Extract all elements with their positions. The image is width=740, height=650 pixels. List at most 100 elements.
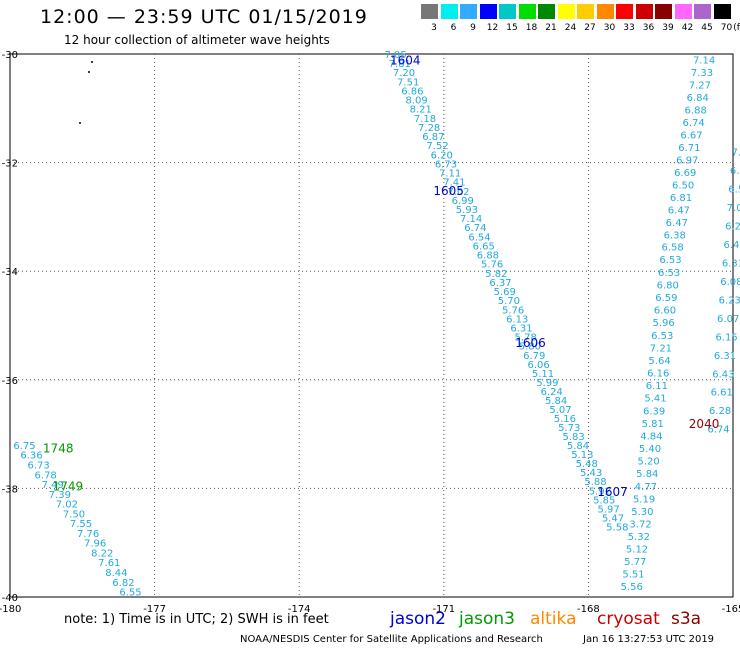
wave-height-value: 6.84 xyxy=(687,93,709,104)
wave-height-value: 6.31 xyxy=(714,351,736,362)
wave-height-value: 5.70 xyxy=(498,296,520,307)
track-pass-label: 1605 xyxy=(433,184,464,198)
legend-label: 36 xyxy=(642,23,655,33)
legend-swatch xyxy=(440,4,458,19)
wave-height-value: 5.78 xyxy=(515,333,537,344)
wave-height-value: 5.93 xyxy=(456,205,478,216)
wave-height-value: 7.55 xyxy=(70,519,92,530)
track-pass-label: 1607 xyxy=(597,485,628,499)
wave-height-value: 6.86 xyxy=(401,86,423,97)
x-tick-label: -165 xyxy=(722,604,740,615)
legend-swatch xyxy=(479,4,497,19)
legend-swatch xyxy=(596,4,614,19)
wave-height-value: 6.82 xyxy=(112,578,134,589)
wave-height-value: 7.39 xyxy=(49,490,71,501)
legend-swatch xyxy=(499,4,516,19)
wave-height-value: 5.11 xyxy=(532,369,554,380)
satellite-jason2-label: jason2 xyxy=(390,609,446,629)
wave-height-value: 5.92 xyxy=(589,486,611,497)
satellite-altika-label: altika xyxy=(530,609,577,629)
legend-swatch xyxy=(713,4,731,19)
y-tick-label: -30 xyxy=(2,50,18,61)
wave-height-value: 7.20 xyxy=(393,68,415,79)
legend-label: 42 xyxy=(681,23,694,33)
legend-swatch xyxy=(655,4,672,19)
legend-label: 30 xyxy=(603,23,616,33)
legend-label: 39 xyxy=(662,23,674,33)
wave-height-value: 6.37 xyxy=(489,278,511,289)
wave-height-value: 6.74 xyxy=(682,118,704,129)
wave-height-value: 6.07 xyxy=(717,314,739,325)
island-marker xyxy=(88,71,90,73)
y-tick-label: -40 xyxy=(2,593,18,604)
wave-height-value: 6.38 xyxy=(664,230,686,241)
wave-height-value: 6.88 xyxy=(685,105,707,116)
wave-height-value: 5.76 xyxy=(502,305,524,316)
wave-height-value: 5.82 xyxy=(485,269,507,280)
wave-height-value: 3.72 xyxy=(629,519,651,530)
y-tick-label: -38 xyxy=(2,484,18,495)
legend-swatch xyxy=(538,4,555,19)
legend-swatch xyxy=(674,4,692,19)
wave-height-value: 6.65 xyxy=(473,241,495,252)
wave-height-value: 5.69 xyxy=(494,287,516,298)
wave-height-value: 6.53 xyxy=(651,331,673,342)
legend-label: 12 xyxy=(486,23,499,33)
map-title: 12:00 — 23:59 UTC 01/15/2019 xyxy=(40,6,368,28)
legend-label: 18 xyxy=(525,23,538,33)
y-tick-label: -34 xyxy=(2,267,18,278)
wave-height-value: 7.49 xyxy=(42,480,64,491)
wave-height-value: 5.13 xyxy=(571,450,593,461)
legend-label: 24 xyxy=(564,23,577,33)
legend-label: 27 xyxy=(584,23,596,33)
wave-height-value: 5.73 xyxy=(558,423,580,434)
legend-label: 45 xyxy=(701,23,713,33)
legend-unit-label: (ft) xyxy=(733,23,740,33)
wave-height-value: 6.23 xyxy=(719,295,740,306)
wave-height-value: 5.48 xyxy=(576,459,598,470)
wave-height-value: 4.84 xyxy=(640,431,662,442)
x-tick-label: -180 xyxy=(0,604,21,615)
wave-height-value: 6.47 xyxy=(668,205,690,216)
wave-height-value: 6.20 xyxy=(431,150,453,161)
wave-height-value: 6.55 xyxy=(119,588,141,599)
track-pass-label: 1606 xyxy=(515,336,546,350)
wave-height-value: 6.78 xyxy=(35,470,57,481)
wave-height-value: 6.60 xyxy=(654,306,676,317)
wave-height-value: 7.11 xyxy=(439,169,461,180)
wave-height-value: 7.76 xyxy=(77,529,99,540)
x-tick-label: -171 xyxy=(432,604,455,615)
wave-height-value: 5.83 xyxy=(562,432,584,443)
wave-height-value: 7.00 xyxy=(732,148,740,159)
wave-height-value: 6.06 xyxy=(527,360,549,371)
wave-height-value: 6.31 xyxy=(722,259,740,270)
wave-height-value: 6.79 xyxy=(523,351,545,362)
wave-height-value: 5.56 xyxy=(621,582,643,593)
wave-height-value: 6.36 xyxy=(20,451,42,462)
wave-height-value: 7.52 xyxy=(426,141,448,152)
wave-height-value: 5.30 xyxy=(631,507,653,518)
wave-height-value: 7.02 xyxy=(447,187,469,198)
wave-height-value: 6.15 xyxy=(715,332,737,343)
wave-height-value: 5.64 xyxy=(648,356,670,367)
wave-height-value: 4.77 xyxy=(635,482,657,493)
wave-height-value: 6.47 xyxy=(723,240,740,251)
wave-height-value: 6.73 xyxy=(27,461,49,472)
wave-height-value: 6.74 xyxy=(707,425,729,436)
wave-height-value: 7.33 xyxy=(691,68,713,79)
wave-height-value: 6.11 xyxy=(646,381,668,392)
wave-height-value: 5.97 xyxy=(597,504,619,515)
wave-height-value: 6.31 xyxy=(510,324,532,335)
legend-swatch xyxy=(421,4,438,19)
wave-height-value: 6.28 xyxy=(709,406,731,417)
footnote: note: 1) Time is in UTC; 2) SWH is in fe… xyxy=(64,612,329,627)
wave-height-value: 6.29 xyxy=(725,222,740,233)
wave-height-value: 5.51 xyxy=(622,570,644,581)
satellite-cryosat-label: cryosat xyxy=(597,609,660,629)
wave-height-value: 6.81 xyxy=(670,193,692,204)
wave-height-value: 5.76 xyxy=(481,260,503,271)
wave-height-value: 5.84 xyxy=(636,469,658,480)
wave-height-value: 6.88 xyxy=(477,251,499,262)
satellite-s3a-label: s3a xyxy=(671,609,702,629)
wave-height-value: 5.12 xyxy=(626,545,648,556)
